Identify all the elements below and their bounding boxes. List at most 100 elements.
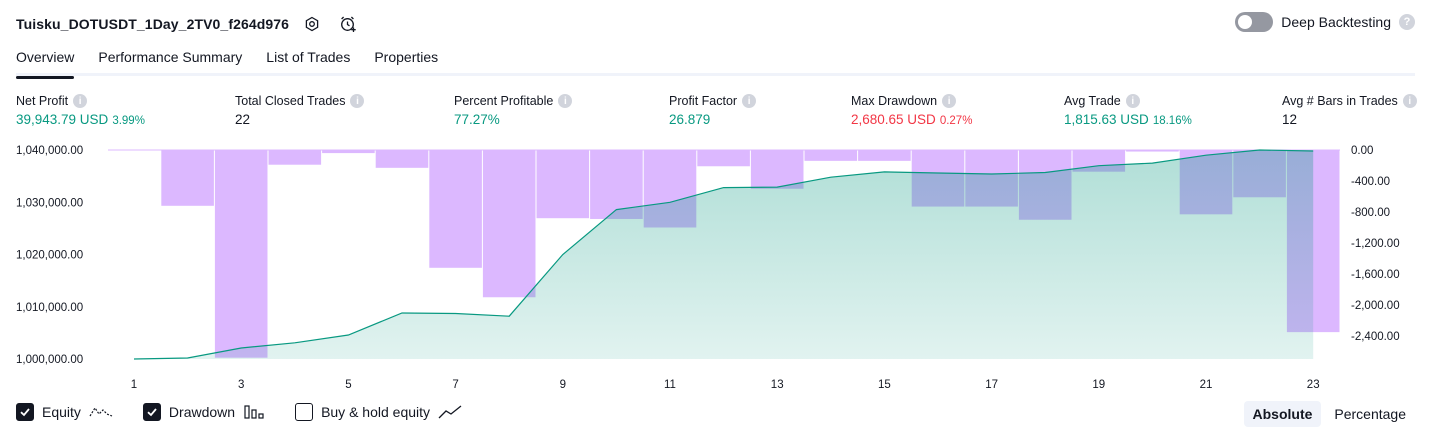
metric-max-drawdown: Max Drawdown i 2,680.65 USD 0.27% xyxy=(851,93,972,127)
equity-axis-tick: 1,030,000.00 xyxy=(16,197,83,209)
metric-label: Profit Factor i xyxy=(669,93,757,109)
x-axis-tick: 5 xyxy=(345,379,351,391)
drawdown-bar[interactable] xyxy=(482,150,536,298)
x-axis-tick: 7 xyxy=(452,379,458,391)
metric-net-profit: Net Profit i 39,943.79 USD 3.99% xyxy=(16,93,145,127)
metric-label-text: Max Drawdown xyxy=(851,94,938,108)
metric-value: 26.879 xyxy=(669,112,756,127)
legend-checkbox[interactable] xyxy=(16,403,34,421)
metric-value: 1,815.63 USD 18.16% xyxy=(1064,112,1192,127)
drawdown-axis-tick: 0.00 xyxy=(1351,145,1373,157)
metric-value: 39,943.79 USD 3.99% xyxy=(16,112,145,127)
drawdown-bar[interactable] xyxy=(161,150,214,206)
drawdown-axis-tick: -2,400.00 xyxy=(1351,331,1400,343)
equity-axis-tick: 1,040,000.00 xyxy=(16,145,83,157)
info-icon[interactable]: i xyxy=(942,94,957,108)
x-axis-tick: 15 xyxy=(878,379,891,391)
drawdown-bar[interactable] xyxy=(536,150,590,219)
equity-line[interactable] xyxy=(133,149,1314,360)
x-axis-tick: 19 xyxy=(1092,379,1105,391)
metric-value: 22 xyxy=(235,112,364,127)
metric-value: 12 xyxy=(1282,112,1417,127)
metric-value-text: 26.879 xyxy=(669,112,711,127)
legend-checkbox[interactable] xyxy=(295,403,314,421)
drawdown-bar[interactable] xyxy=(858,150,911,161)
legend-equity[interactable]: Equity xyxy=(16,403,113,421)
toggle-knob xyxy=(1238,15,1253,29)
drawdown-axis-tick: -800.00 xyxy=(1351,207,1390,219)
deep-backtesting-label: Deep Backtesting xyxy=(1281,14,1391,30)
legend-drawdown[interactable]: Drawdown xyxy=(142,403,265,421)
chart-legend: Equity Drawdown Buy & hold equity xyxy=(16,403,462,421)
metric-value-text: 12 xyxy=(1282,112,1298,127)
x-axis-tick: 3 xyxy=(238,379,244,391)
equity-axis-tick: 1,000,000.00 xyxy=(16,354,83,366)
buy-hold-line-icon xyxy=(438,404,462,420)
x-axis-tick: 9 xyxy=(560,379,566,391)
tab-properties[interactable]: Properties xyxy=(374,49,439,65)
tab-overview[interactable]: Overview xyxy=(16,44,75,79)
equity-line-icon xyxy=(89,404,113,420)
legend-buy-hold-equity[interactable]: Buy & hold equity xyxy=(295,403,462,421)
metric-label-text: Net Profit xyxy=(16,94,69,108)
info-icon[interactable]: i xyxy=(350,94,365,108)
x-axis-tick: 13 xyxy=(771,379,784,391)
info-icon[interactable]: i xyxy=(1125,94,1140,108)
metric-value: 2,680.65 USD 0.27% xyxy=(851,112,972,127)
metric-label-text: Total Closed Trades xyxy=(235,94,346,108)
strategy-title: Tuisku_DOTUSDT_1Day_2TV0_f264d976 xyxy=(16,16,290,32)
drawdown-axis-tick: -1,600.00 xyxy=(1351,269,1400,281)
info-icon[interactable]: i xyxy=(558,94,573,108)
drawdown-bar[interactable] xyxy=(697,150,750,167)
metric-label: Avg # Bars in Trades i xyxy=(1282,93,1417,109)
drawdown-bar[interactable] xyxy=(1126,150,1179,152)
drawdown-axis-tick: -400.00 xyxy=(1351,176,1390,188)
drawdown-bar[interactable] xyxy=(214,150,268,358)
metric-label: Avg Trade i xyxy=(1064,93,1192,109)
x-axis-tick: 1 xyxy=(131,379,137,391)
strategy-header: Tuisku_DOTUSDT_1Day_2TV0_f264d976 xyxy=(16,10,361,38)
metric-profit-factor: Profit Factor i 26.879 xyxy=(669,93,757,127)
drawdown-axis-tick: -2,000.00 xyxy=(1351,300,1400,312)
gear-icon[interactable] xyxy=(299,11,325,37)
info-icon[interactable]: i xyxy=(1402,94,1417,108)
metric-percent: 0.27% xyxy=(939,115,973,127)
metric-avg-trade: Avg Trade i 1,815.63 USD 18.16% xyxy=(1064,93,1192,127)
info-icon[interactable]: i xyxy=(742,94,757,108)
equity-drawdown-chart: 1,040,000.00 1,030,000.00 1,020,000.00 1,01… xyxy=(16,145,1400,391)
metric-percent: 3.99% xyxy=(112,115,145,127)
legend-checkbox[interactable] xyxy=(142,403,161,421)
tab-performance-summary[interactable]: Performance Summary xyxy=(98,49,243,65)
metric-value-text: 39,943.79 USD xyxy=(16,112,109,127)
mode-absolute[interactable]: Absolute xyxy=(1243,401,1322,427)
deep-backtesting: Deep Backtesting ? xyxy=(1235,12,1415,32)
metric-label: Percent Profitable i xyxy=(454,93,573,109)
drawdown-bar[interactable] xyxy=(322,150,375,154)
drawdown-bars-icon xyxy=(243,404,265,420)
legend-label: Drawdown xyxy=(168,404,236,420)
drawdown-bar[interactable] xyxy=(804,150,858,161)
x-axis-tick: 11 xyxy=(664,379,676,391)
help-icon[interactable]: ? xyxy=(1399,14,1415,30)
mode-percentage[interactable]: Percentage xyxy=(1334,406,1406,422)
equity-area xyxy=(134,150,1314,359)
metric-label: Max Drawdown i xyxy=(851,93,972,109)
metric-value-text: 22 xyxy=(235,112,251,127)
metric-percent: 18.16% xyxy=(1152,115,1192,127)
drawdown-bar[interactable] xyxy=(268,150,322,165)
deep-backtesting-toggle[interactable] xyxy=(1235,12,1274,32)
equity-axis-tick: 1,020,000.00 xyxy=(16,250,83,262)
x-axis-tick: 17 xyxy=(985,379,998,391)
metric-value: 77.27% xyxy=(454,112,572,127)
drawdown-axis-tick: -1,200.00 xyxy=(1351,238,1400,250)
drawdown-bar[interactable] xyxy=(375,150,429,168)
drawdown-bar[interactable] xyxy=(429,150,482,268)
drawdown-bar[interactable] xyxy=(750,150,804,189)
metric-label: Net Profit i xyxy=(16,93,145,109)
metric-label-text: Percent Profitable xyxy=(454,94,554,108)
metric-label: Total Closed Trades i xyxy=(235,93,365,109)
metric-value-text: 77.27% xyxy=(454,112,500,127)
info-icon[interactable]: i xyxy=(73,94,88,108)
tab-list-of-trades[interactable]: List of Trades xyxy=(266,49,351,65)
add-alert-icon[interactable] xyxy=(335,11,361,37)
